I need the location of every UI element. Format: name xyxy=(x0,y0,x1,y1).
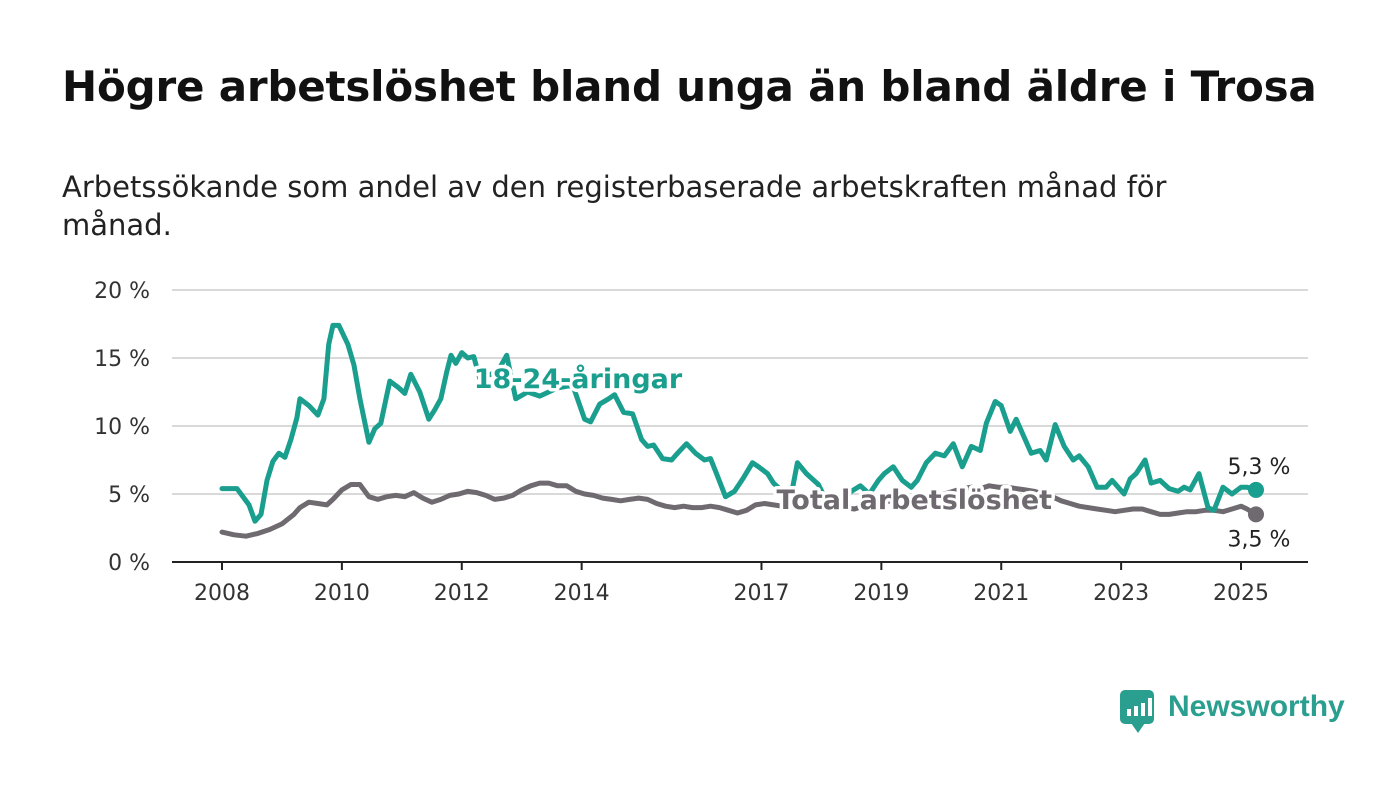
series-line-1 xyxy=(219,480,1259,539)
x-tick-label: 2008 xyxy=(194,581,250,606)
y-tick-label: 0 % xyxy=(108,551,150,576)
series-end-point-0 xyxy=(1247,481,1264,498)
newsworthy-brand: Newsworthy xyxy=(1120,690,1345,733)
end-value-label: 5,3 % xyxy=(1228,455,1291,480)
y-tick-label: 15 % xyxy=(94,347,150,372)
chart-subtitle: Arbetssökande som andel av den registerb… xyxy=(62,170,1167,242)
y-tick-label: 10 % xyxy=(94,415,150,440)
series-end-point-1 xyxy=(1247,506,1264,523)
x-tick-label: 2023 xyxy=(1093,581,1149,606)
y-tick-label: 5 % xyxy=(108,483,150,508)
x-tick-label: 2019 xyxy=(853,581,909,606)
y-tick-label: 20 % xyxy=(94,279,150,304)
x-tick-label: 2025 xyxy=(1213,581,1269,606)
series-line-0 xyxy=(219,322,1259,524)
x-tick-label: 2010 xyxy=(314,581,370,606)
end-value-label: 3,5 % xyxy=(1228,527,1291,552)
brand-name: Newsworthy xyxy=(1168,690,1345,723)
x-tick-label: 2012 xyxy=(434,581,490,606)
series-annotation: Total arbetslöshet xyxy=(776,485,1052,516)
x-tick-label: 2021 xyxy=(973,581,1029,606)
x-tick-label: 2017 xyxy=(733,581,789,606)
newsworthy-logo-icon xyxy=(1120,690,1154,733)
chart-title: Högre arbetslöshet bland unga än bland ä… xyxy=(62,62,1317,111)
series-annotation: 18-24-åringar xyxy=(474,363,683,395)
x-tick-label: 2014 xyxy=(554,581,610,606)
